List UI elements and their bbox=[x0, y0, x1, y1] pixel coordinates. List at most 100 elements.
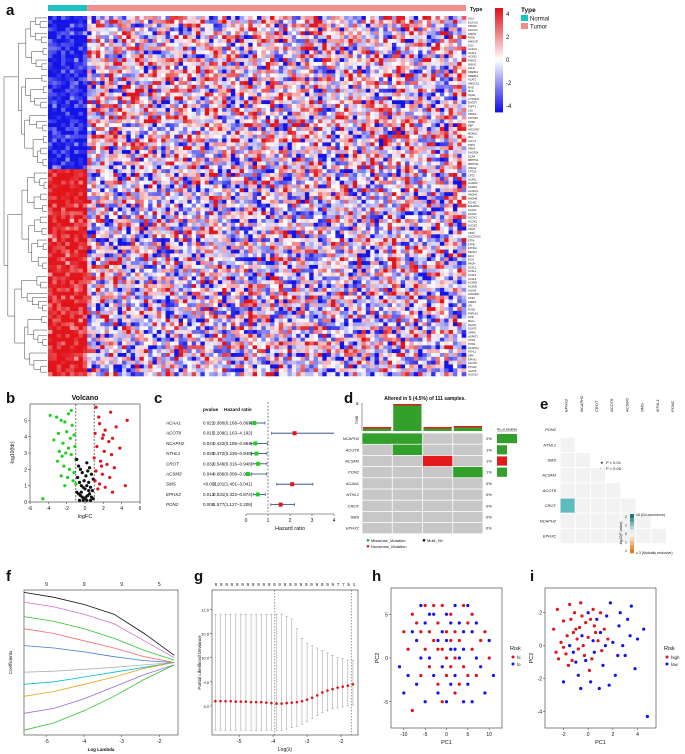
heatmap-cell bbox=[444, 54, 449, 59]
heatmap-cell bbox=[431, 50, 436, 55]
heatmap-cell bbox=[418, 23, 423, 28]
heatmap-cell bbox=[317, 146, 323, 151]
heatmap-cell bbox=[257, 157, 262, 162]
heatmap-cell bbox=[418, 165, 423, 170]
heatmap-cell bbox=[48, 27, 53, 32]
heatmap-cell bbox=[148, 127, 153, 132]
heatmap-cell bbox=[317, 134, 323, 139]
heatmap-cell bbox=[48, 161, 53, 166]
heatmap-cell bbox=[191, 157, 197, 162]
heatmap-cell bbox=[418, 77, 423, 82]
heatmap-cell bbox=[122, 92, 127, 97]
heatmap-cell bbox=[261, 119, 267, 124]
heatmap-cell bbox=[409, 184, 415, 189]
heatmap-cell bbox=[278, 65, 284, 70]
heatmap-cell bbox=[82, 130, 88, 136]
heatmap-cell bbox=[304, 107, 310, 113]
heatmap-cell bbox=[265, 111, 271, 116]
heatmap-cell bbox=[139, 81, 145, 86]
heatmap-cell bbox=[69, 46, 75, 51]
heatmap-cell bbox=[74, 211, 79, 216]
heatmap-cell bbox=[104, 134, 110, 139]
heatmap-cell bbox=[278, 173, 284, 178]
heatmap-cell bbox=[405, 104, 410, 109]
heatmap-cell bbox=[274, 96, 280, 101]
heatmap-cell bbox=[135, 23, 140, 28]
heatmap-cell bbox=[65, 127, 71, 132]
heatmap-cell bbox=[239, 19, 245, 24]
heatmap-cell bbox=[304, 165, 310, 170]
heatmap-cell bbox=[370, 96, 375, 101]
heatmap-cell bbox=[426, 123, 432, 128]
heatmap-cell bbox=[48, 134, 53, 139]
heatmap-cell bbox=[82, 207, 88, 212]
heatmap-cell bbox=[248, 69, 253, 74]
heatmap-cell bbox=[426, 111, 432, 116]
heatmap-cell bbox=[56, 61, 62, 67]
heatmap-cell bbox=[457, 42, 462, 47]
heatmap-cell bbox=[108, 138, 114, 143]
heatmap-cell bbox=[391, 84, 397, 90]
heatmap-cell bbox=[69, 96, 75, 101]
heatmap-cell bbox=[348, 88, 354, 93]
heatmap-cell bbox=[444, 61, 449, 67]
heatmap-cell bbox=[300, 192, 306, 197]
heatmap-cell bbox=[352, 127, 358, 132]
heatmap-cell bbox=[108, 19, 114, 24]
heatmap-cell bbox=[274, 16, 280, 21]
heatmap-cell bbox=[178, 42, 184, 47]
heatmap-cell bbox=[413, 42, 419, 47]
heatmap-cell bbox=[104, 161, 110, 166]
heatmap-cell bbox=[283, 153, 288, 159]
heatmap-cell bbox=[335, 81, 341, 86]
heatmap-cell bbox=[52, 61, 58, 67]
heatmap-cell bbox=[296, 19, 301, 24]
heatmap-cell bbox=[56, 157, 62, 162]
heatmap-cell bbox=[209, 146, 214, 151]
heatmap-cell bbox=[56, 23, 62, 28]
heatmap-cell bbox=[409, 42, 415, 47]
heatmap-cell bbox=[413, 38, 419, 44]
heatmap-cell bbox=[248, 127, 253, 132]
heatmap-cell bbox=[48, 54, 53, 59]
heatmap-cell bbox=[182, 119, 188, 124]
heatmap-cell bbox=[56, 138, 62, 143]
heatmap-cell bbox=[226, 19, 232, 24]
heatmap-cell bbox=[169, 115, 175, 120]
heatmap-cell bbox=[78, 19, 84, 24]
heatmap-cell bbox=[431, 184, 436, 189]
heatmap-cell bbox=[248, 77, 253, 82]
heatmap-cell bbox=[248, 111, 253, 116]
heatmap-cell bbox=[108, 161, 114, 166]
heatmap-cell bbox=[148, 196, 153, 201]
heatmap-cell bbox=[418, 61, 423, 67]
heatmap-cell bbox=[335, 211, 341, 216]
heatmap-cell bbox=[352, 161, 358, 166]
heatmap-cell bbox=[226, 16, 232, 21]
heatmap-cell bbox=[178, 169, 184, 174]
heatmap-cell bbox=[331, 35, 336, 40]
heatmap-cell bbox=[396, 153, 401, 159]
heatmap-cell bbox=[204, 180, 210, 185]
heatmap-cell bbox=[357, 138, 362, 143]
heatmap-cell bbox=[357, 23, 362, 28]
heatmap-cell bbox=[213, 46, 219, 51]
heatmap-cell bbox=[52, 123, 58, 128]
heatmap-cell bbox=[396, 203, 401, 208]
heatmap-cell bbox=[182, 130, 188, 136]
heatmap-cell bbox=[400, 19, 406, 24]
heatmap-cell bbox=[357, 16, 362, 21]
heatmap-cell bbox=[444, 196, 449, 201]
heatmap-cell bbox=[348, 100, 354, 105]
heatmap-cell bbox=[182, 176, 188, 181]
heatmap-cell bbox=[204, 176, 210, 181]
heatmap-cell bbox=[339, 61, 345, 67]
heatmap-cell bbox=[374, 192, 380, 197]
heatmap-cell bbox=[196, 119, 201, 124]
heatmap-cell bbox=[104, 61, 110, 67]
heatmap-cell bbox=[405, 176, 410, 181]
heatmap-cell bbox=[409, 23, 415, 28]
heatmap-cell bbox=[139, 134, 145, 139]
heatmap-cell bbox=[213, 207, 219, 212]
heatmap-cell bbox=[48, 16, 53, 21]
